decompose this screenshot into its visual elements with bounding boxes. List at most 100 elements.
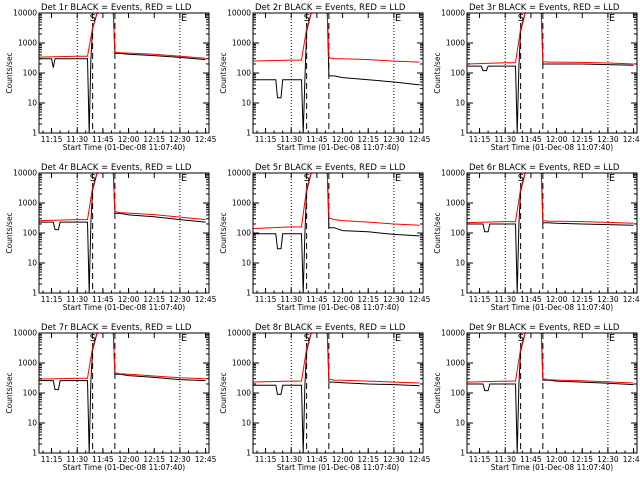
- x-tick-label: 12:45: [195, 135, 217, 144]
- y-tick-label: 1: [460, 289, 465, 298]
- y-tick-label: 10: [241, 259, 251, 268]
- start-marker-label: S: [518, 333, 524, 344]
- x-tick-label: 11:45: [92, 295, 114, 304]
- y-axis-label: Counts/sec: [5, 52, 14, 93]
- x-tick-label: 12:45: [623, 295, 640, 304]
- panel-title: Det 4r BLACK = Events, RED = LLD: [41, 163, 192, 173]
- chart-panel: Det 9r BLACK = Events, RED = LLD 1 10 100 10…: [433, 323, 640, 472]
- chart-panel: Det 2r BLACK = Events, RED = LLD 1 10 100 10…: [219, 3, 431, 152]
- plot-frame: [252, 172, 424, 294]
- series-line-events: [467, 13, 634, 133]
- x-tick-label: 12:00: [332, 295, 354, 304]
- x-tick-label: 11:30: [66, 295, 88, 304]
- end-marker-label: E: [609, 333, 615, 344]
- y-tick-label: 1: [246, 289, 251, 298]
- panel-title: Det 3r BLACK = Events, RED = LLD: [469, 3, 620, 13]
- y-tick-label: 10: [27, 99, 37, 108]
- y-tick-label: 10000: [227, 329, 251, 338]
- end-marker-label: E: [395, 333, 401, 344]
- x-tick-label: 11:15: [41, 455, 63, 464]
- start-marker-label: S: [518, 173, 524, 184]
- y-tick-label: 10: [455, 99, 465, 108]
- start-marker-label: S: [90, 333, 96, 344]
- y-axis-label: Counts/sec: [5, 372, 14, 413]
- plot-frame: [38, 172, 210, 294]
- x-tick-label: 12:00: [332, 135, 354, 144]
- series-line-events: [253, 333, 420, 453]
- series-line-events: [253, 13, 420, 133]
- x-tick-label: 12:30: [383, 455, 405, 464]
- y-tick-label: 10: [27, 259, 37, 268]
- start-marker-label: S: [90, 173, 96, 184]
- end-marker-label: E: [609, 13, 615, 24]
- x-tick-label: 11:15: [469, 295, 491, 304]
- series-line-events: [467, 173, 634, 293]
- plot-frame: [466, 12, 638, 134]
- y-tick-label: 1000: [446, 359, 465, 368]
- x-axis-label: Start Time (01-Dec-08 11:07:40): [277, 303, 399, 312]
- series-line-lld: [467, 173, 634, 224]
- y-tick-label: 10: [241, 99, 251, 108]
- y-tick-label: 1000: [18, 359, 37, 368]
- y-tick-label: 10000: [441, 169, 465, 178]
- x-tick-label: 12:00: [118, 295, 140, 304]
- y-tick-label: 1: [460, 449, 465, 458]
- panel-title: Det 2r BLACK = Events, RED = LLD: [255, 3, 406, 13]
- series-line-lld: [39, 13, 206, 59]
- x-tick-label: 11:30: [280, 295, 302, 304]
- x-tick-label: 11:45: [92, 455, 114, 464]
- y-tick-label: 100: [23, 389, 38, 398]
- x-tick-label: 12:00: [546, 295, 568, 304]
- series-line-lld: [253, 13, 420, 63]
- y-tick-label: 10000: [227, 169, 251, 178]
- chart-panel: Det 4r BLACK = Events, RED = LLD 1 10 100 10…: [5, 163, 217, 312]
- x-tick-label: 12:15: [143, 455, 165, 464]
- y-tick-label: 10000: [441, 329, 465, 338]
- x-tick-label: 12:45: [195, 295, 217, 304]
- x-tick-label: 12:00: [546, 135, 568, 144]
- y-tick-label: 1: [246, 449, 251, 458]
- y-tick-label: 100: [23, 229, 38, 238]
- series-line-lld: [467, 13, 634, 65]
- x-tick-label: 12:45: [195, 455, 217, 464]
- start-marker-label: S: [304, 173, 310, 184]
- y-tick-label: 100: [237, 389, 252, 398]
- plot-frame: [252, 12, 424, 134]
- y-axis-label: Counts/sec: [433, 212, 442, 253]
- y-tick-label: 100: [23, 69, 38, 78]
- x-tick-label: 12:00: [118, 135, 140, 144]
- start-marker-label: S: [90, 13, 96, 24]
- chart-panel: Det 1r BLACK = Events, RED = LLD 1 10 100 10…: [5, 3, 217, 152]
- series-line-events: [253, 173, 420, 293]
- x-tick-label: 12:15: [571, 295, 593, 304]
- x-tick-label: 12:45: [409, 135, 431, 144]
- y-tick-label: 1000: [232, 199, 251, 208]
- x-tick-label: 12:00: [332, 455, 354, 464]
- end-marker-label: E: [395, 13, 401, 24]
- y-tick-label: 1: [460, 129, 465, 138]
- x-axis-label: Start Time (01-Dec-08 11:07:40): [63, 143, 185, 152]
- x-tick-label: 12:30: [169, 455, 191, 464]
- x-tick-label: 12:15: [571, 455, 593, 464]
- plot-frame: [466, 332, 638, 454]
- y-axis-label: Counts/sec: [5, 212, 14, 253]
- x-axis-label: Start Time (01-Dec-08 11:07:40): [277, 463, 399, 472]
- y-tick-label: 100: [451, 389, 466, 398]
- series-line-events: [39, 13, 206, 133]
- x-tick-label: 11:45: [92, 135, 114, 144]
- series-line-events: [39, 333, 206, 453]
- x-tick-label: 11:15: [469, 135, 491, 144]
- x-tick-label: 11:15: [41, 295, 63, 304]
- start-marker-label: S: [304, 333, 310, 344]
- x-tick-label: 11:15: [469, 455, 491, 464]
- series-line-lld: [467, 333, 634, 384]
- y-tick-label: 100: [451, 229, 466, 238]
- x-tick-label: 11:45: [306, 455, 328, 464]
- x-tick-label: 11:30: [494, 295, 516, 304]
- x-tick-label: 11:30: [494, 135, 516, 144]
- series-line-events: [39, 173, 206, 293]
- y-tick-label: 100: [237, 69, 252, 78]
- y-axis-label: Counts/sec: [433, 52, 442, 93]
- y-tick-label: 1: [32, 129, 37, 138]
- panel-title: Det 9r BLACK = Events, RED = LLD: [469, 323, 620, 333]
